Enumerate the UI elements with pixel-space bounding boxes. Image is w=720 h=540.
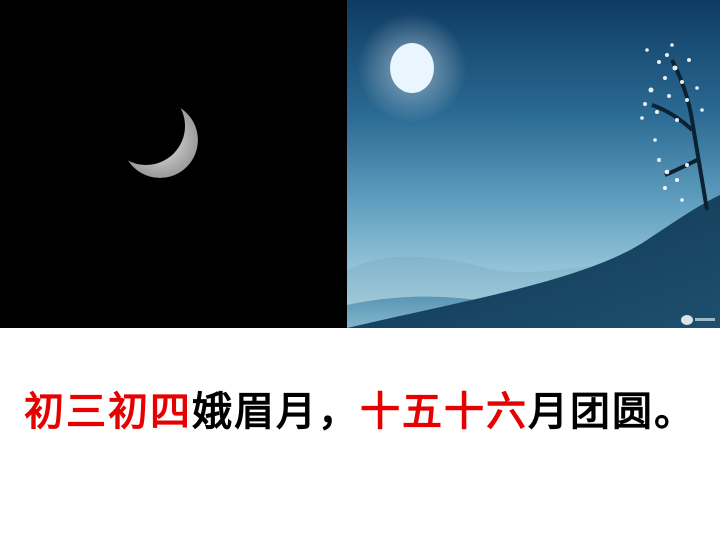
- full-moon: [390, 43, 434, 93]
- caption-crescent-moon-phrase: 娥眉月，: [192, 389, 360, 435]
- caption-highlight-first-days: 初三初四: [24, 389, 192, 435]
- crescent-moon-image: [0, 0, 347, 328]
- full-moon-landscape-illustration: [347, 13, 720, 328]
- blossom-tree: [640, 43, 709, 211]
- caption-full-moon-phrase: 月团圆。: [528, 389, 696, 435]
- foreground-slope: [347, 195, 720, 328]
- watermark-logo: [681, 315, 715, 325]
- caption-highlight-mid-month-days: 十五十六: [360, 389, 528, 435]
- full-moon-image: [347, 0, 720, 328]
- crescent-moon: [122, 102, 198, 178]
- caption-text: 初三初四娥眉月，十五十六月团圆。: [0, 388, 720, 436]
- crescent-moon-illustration: [0, 0, 347, 328]
